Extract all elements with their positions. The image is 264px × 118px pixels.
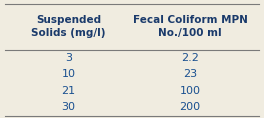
Text: 100: 100 — [180, 86, 201, 96]
Text: 30: 30 — [62, 102, 76, 112]
Text: Fecal Coliform MPN
No./100 ml: Fecal Coliform MPN No./100 ml — [133, 15, 248, 38]
Text: 2.2: 2.2 — [181, 53, 199, 63]
Text: 3: 3 — [65, 53, 72, 63]
Text: 200: 200 — [180, 102, 201, 112]
Text: 23: 23 — [183, 69, 197, 79]
Text: Suspended
Solids (mg/l): Suspended Solids (mg/l) — [31, 15, 106, 38]
Text: 10: 10 — [62, 69, 76, 79]
Text: 21: 21 — [62, 86, 76, 96]
